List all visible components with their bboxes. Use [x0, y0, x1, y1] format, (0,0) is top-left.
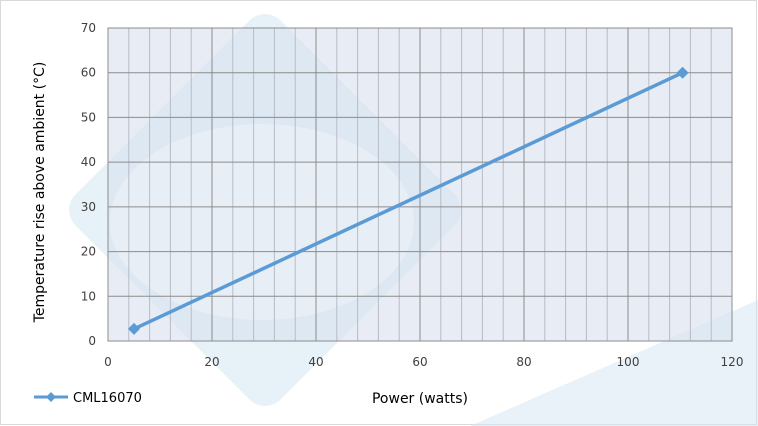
y-tick-label: 20	[81, 245, 96, 259]
x-tick-label: 20	[204, 355, 219, 369]
legend: CML16070	[34, 391, 142, 406]
x-axis-title: Power (watts)	[372, 391, 468, 407]
y-axis-title: Temperature rise above ambient (°C)	[32, 62, 48, 324]
y-tick-label: 0	[88, 334, 96, 348]
y-axis-ticks: 0 10 20 30 40 50 60 70	[81, 21, 96, 348]
y-tick-label: 70	[81, 21, 96, 35]
x-tick-label: 80	[516, 355, 531, 369]
y-tick-label: 30	[81, 200, 96, 214]
plot-border	[107, 27, 733, 342]
x-tick-label: 60	[412, 355, 427, 369]
legend-series-label: CML16070	[73, 391, 142, 406]
legend-series-marker	[46, 392, 56, 402]
y-tick-label: 10	[81, 289, 96, 303]
x-tick-label: 40	[308, 355, 323, 369]
y-tick-label: 40	[81, 155, 96, 169]
data-point-marker	[676, 66, 689, 79]
watermark-logo	[69, 14, 758, 426]
y-tick-label: 60	[81, 66, 96, 80]
data-point-marker	[128, 322, 140, 335]
x-tick-label: 100	[617, 355, 640, 369]
x-tick-label: 120	[721, 355, 744, 369]
y-tick-label: 50	[81, 110, 96, 124]
series-cml16070	[128, 66, 689, 335]
x-axis-ticks: 0 20 40 60 80 100 120	[104, 355, 743, 369]
x-tick-label: 0	[104, 355, 112, 369]
series-line	[133, 71, 684, 331]
